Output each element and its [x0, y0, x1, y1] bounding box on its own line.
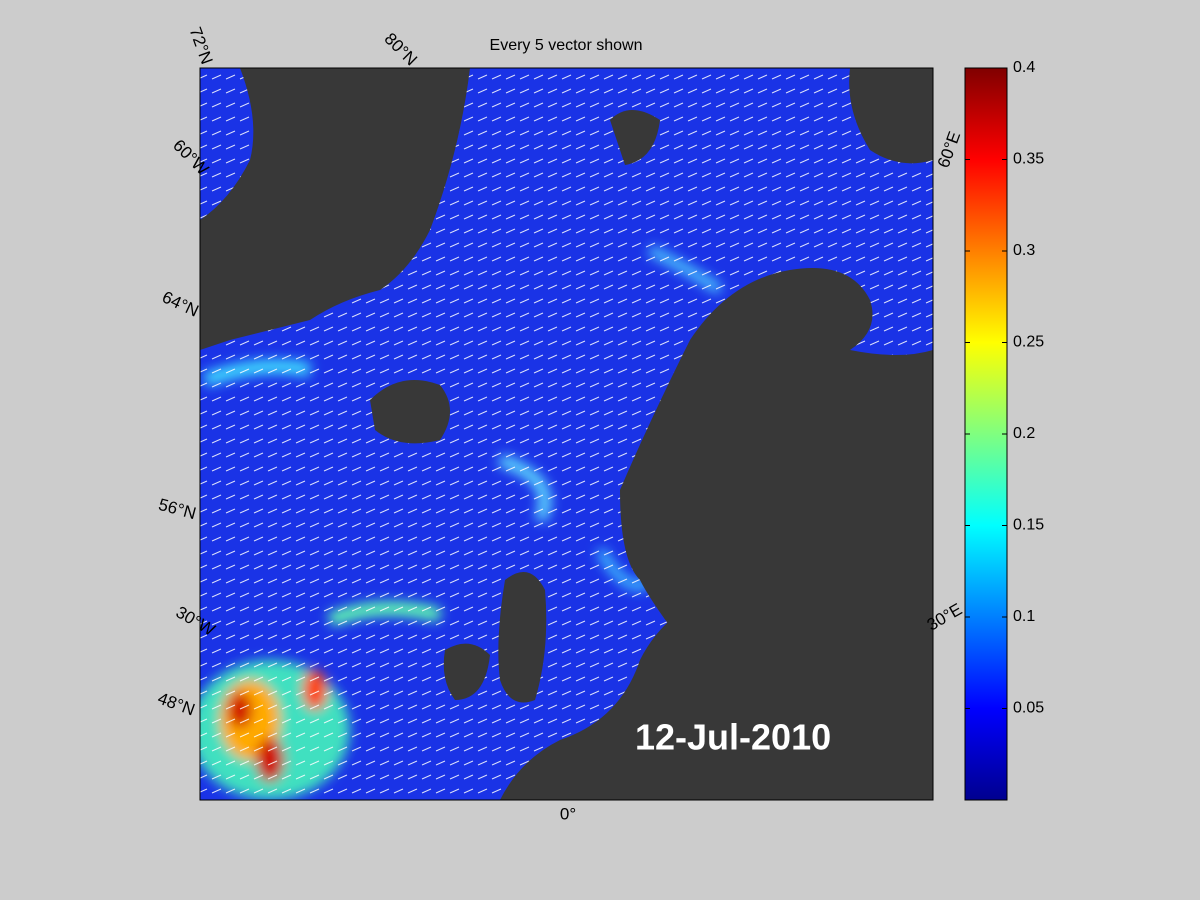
- greenland: [200, 68, 470, 350]
- iceland: [370, 380, 450, 444]
- graticule-label: 64°N: [159, 287, 201, 320]
- colorbar-tick-label: 0.25: [1013, 334, 1044, 351]
- graticule-label: 56°N: [156, 495, 198, 523]
- ireland: [443, 643, 490, 700]
- map-frame: [199, 67, 934, 801]
- graticule-label: 80°N: [381, 29, 421, 69]
- graticule-label: 48°N: [155, 689, 197, 720]
- graticule-label: 72°N: [186, 25, 217, 67]
- svalbard: [610, 110, 660, 165]
- colorbar-tick-label: 0.3: [1013, 242, 1035, 259]
- graticule-label: 0°: [560, 804, 576, 823]
- colorbar: [964, 67, 1008, 801]
- novaya-zemlya: [849, 68, 933, 164]
- colorbar-tick-label: 0.05: [1013, 700, 1044, 717]
- colorbar-tick-label: 0.4: [1013, 59, 1035, 76]
- colorbar-tick-label: 0.35: [1013, 151, 1044, 168]
- britain: [498, 572, 547, 703]
- title: Every 5 vector shown: [490, 37, 643, 54]
- colorbar-tick-label: 0.2: [1013, 425, 1035, 442]
- land: [200, 68, 933, 800]
- date-label: 12-Jul-2010: [635, 717, 831, 758]
- scandinavia-europe: [500, 268, 933, 800]
- graticule-label: 60°E: [934, 129, 965, 170]
- colorbar-tick-label: 0.1: [1013, 608, 1035, 625]
- map: 12-Jul-2010: [200, 68, 933, 800]
- colorbar-tick-label: 0.15: [1013, 517, 1044, 534]
